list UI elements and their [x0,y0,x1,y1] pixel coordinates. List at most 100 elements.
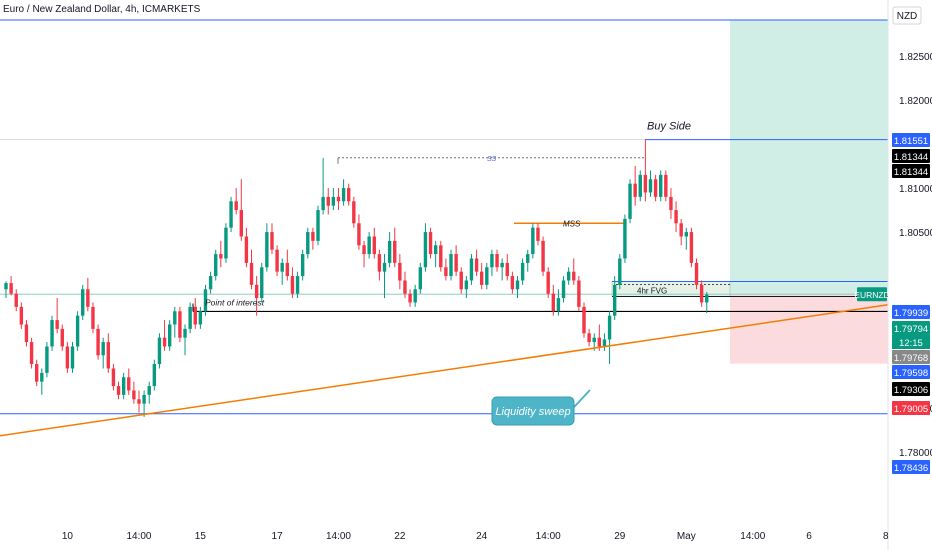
candle-body [469,258,474,281]
x-tick-label: 10 [62,531,74,542]
candle-body [91,306,95,329]
candle-body [566,271,571,281]
x-tick-label: May [677,531,696,542]
x-axis-ticks: 10 14:00 15 17 14:00 22 24 14:00 29 May 14:00 6 8 [62,531,889,542]
candle-body [505,262,509,277]
candle-body [520,262,525,281]
y-tick-label: 1.82500 [899,52,932,63]
candle-body [208,276,213,290]
candle-body [142,394,146,404]
candle-body [96,328,100,356]
candle-body [602,339,607,347]
price-badge-label: 1.81551 [894,136,928,147]
candle-body [34,364,39,382]
candle-body [111,368,116,387]
candle-body [510,276,515,290]
price-badge-label: 1.81344 [894,152,928,163]
candle-body [556,298,561,312]
candle-body [515,280,520,290]
candle-body [474,258,479,272]
candle-body [638,174,642,197]
candle-body [444,267,448,277]
candle-body [311,232,315,241]
price-badge-label: 1.78436 [894,463,928,474]
candle-body [244,236,249,263]
price-badge [892,149,930,163]
x-tick-label: 22 [394,531,406,542]
x-tick-label: 14:00 [126,531,151,542]
candle-body [705,294,709,303]
candle-body [664,174,668,197]
candle-body [449,254,453,277]
candle-body [203,289,208,312]
candle-body [295,276,300,294]
candle-body [306,232,310,255]
candles [4,139,709,417]
currency-box[interactable] [892,6,922,25]
candle-body [433,245,438,255]
candle-body [316,210,320,241]
candle-body [285,262,290,277]
candle-body [229,201,233,228]
x-tick-label: 14:00 [536,531,561,542]
price-badge [892,164,930,178]
candle-body [137,399,141,404]
candle-body [60,328,64,347]
price-badge-label: 1.79306 [894,385,928,396]
candle-body [439,245,443,268]
candle-body [19,306,24,325]
candle-body [152,364,157,387]
candle-body [193,306,197,325]
candle-body [326,196,330,206]
candle-body [684,232,688,237]
candle-body [459,271,463,290]
liquidity-sweep-label: Liquidity sweep [495,406,570,418]
candle-body [234,201,238,211]
candle-body [699,284,704,303]
candle-body [300,254,305,277]
candle-body [14,293,18,307]
price-badge [892,382,930,396]
candle-body [331,196,336,206]
candle-body [382,262,387,272]
x-tick-label: 14:00 [326,531,351,542]
x-tick-label: 17 [272,531,284,542]
candle-body [674,210,678,224]
candle-body [40,372,44,382]
ss-label: SS [487,156,497,163]
candle-body [183,328,187,338]
candle-body [495,254,499,268]
candle-body [147,386,151,395]
candle-body [157,337,162,365]
candle-body [653,179,658,197]
candle-body [188,306,192,329]
price-badge [892,460,930,474]
candle-body [239,210,243,237]
candle-body [341,188,346,202]
candle-body [249,262,254,285]
candle-body [413,289,417,303]
candle-body [336,196,341,202]
x-tick-label: 24 [476,531,488,542]
price-badge [892,305,930,319]
candle-body [551,293,556,312]
candle-body [86,289,90,307]
price-badge [892,133,930,147]
currency-label: NZD [897,11,918,22]
price-badge-label: 1.79005 [894,404,928,415]
candle-body [572,271,576,281]
price-badge-label: 1.81344 [894,167,928,178]
candle-body [367,236,371,255]
symbol-label: EURNZD [854,290,889,300]
y-tick-label: 1.82000 [899,96,932,107]
candle-body [55,320,59,329]
candle-body [321,196,325,211]
candle-body [546,271,550,294]
candle-body [587,333,591,343]
candle-body [669,196,673,211]
candle-body [50,320,54,347]
price-badge-label: 1.79794 [894,324,928,335]
trendline[interactable] [0,304,889,437]
candle-body [352,201,356,224]
